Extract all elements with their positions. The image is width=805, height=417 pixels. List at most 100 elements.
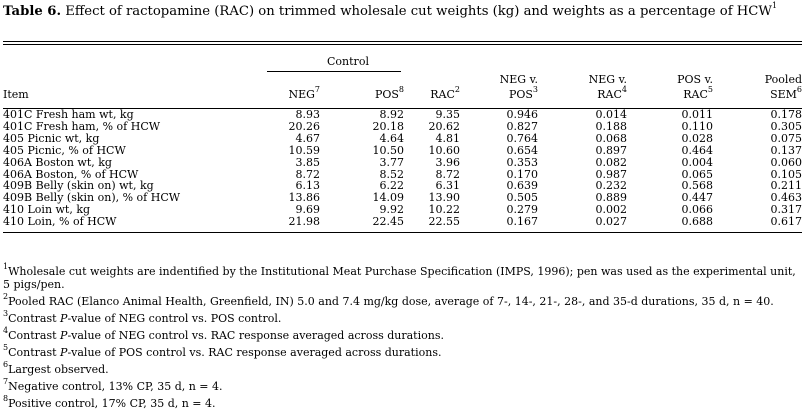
cell-pvr: 0.065 (681, 167, 714, 181)
table-row: 409B Belly (skin on), % of HCW 13.86 14.09… (3, 192, 802, 204)
cell-pvr: 0.568 (681, 179, 714, 193)
table-caption: Table 6. Effect of ractopamine (RAC) on … (3, 1, 801, 20)
cell-rac: 13.90 (428, 191, 461, 205)
cell-sem: 0.617 (770, 215, 803, 229)
cell-pos: 20.18 (372, 119, 405, 133)
cell-item: 410 Loin, % of HCW (3, 215, 117, 229)
cell-nvp: 0.167 (506, 215, 539, 229)
cell-pvr: 0.464 (681, 143, 714, 157)
data-table: Control NEG v. NEG v. POS v. Pooled Item… (3, 53, 802, 234)
cell-pvr: 0.028 (681, 131, 714, 145)
cell-nvp: 0.279 (506, 203, 539, 217)
cell-pos: 3.77 (379, 155, 405, 169)
col-neg-v-rac-line2: RAC4 (597, 84, 627, 101)
cell-neg: 8.93 (295, 108, 321, 121)
cell-pos: 22.45 (372, 215, 405, 229)
cell-neg: 13.86 (288, 191, 321, 205)
table-row: 406A Boston wt, kg 3.85 3.77 3.96 0.353 0.082… (3, 155, 803, 169)
cell-pos: 9.92 (379, 203, 405, 217)
cell-pos: 8.52 (379, 167, 405, 181)
bottom-rule (3, 232, 802, 234)
col-neg-v-rac-line1: NEG v. (588, 73, 627, 86)
cell-nvp: 0.353 (506, 155, 539, 169)
cell-pvr: 0.004 (681, 155, 714, 169)
col-neg: NEG7 (288, 84, 320, 101)
col-pooled-line1: Pooled (764, 73, 802, 86)
col-neg-v-pos-line2: POS3 (508, 84, 538, 101)
header-rule (3, 108, 802, 109)
cell-item: 409B Belly (skin on), % of HCW (3, 191, 181, 205)
table-body: 401C Fresh ham wt, kg 8.93 8.92 9.35 0.946 0.… (3, 109, 802, 228)
cell-pos: 8.92 (379, 108, 405, 121)
col-rac: RAC2 (430, 84, 460, 101)
top-rule-1 (3, 41, 802, 42)
caption-footnote-mark: 1 (771, 1, 778, 10)
col-pos-v-rac-line1: POS v. (677, 73, 713, 86)
footnote-1: 1Wholesale cut weights are indentified b… (3, 262, 796, 292)
cell-item: 409B Belly (skin on) wt, kg (3, 179, 154, 193)
cell-nvr: 0.014 (595, 108, 628, 121)
cell-sem: 0.317 (770, 203, 803, 217)
cell-pvr: 0.066 (681, 203, 714, 217)
cell-sem: 0.075 (770, 131, 803, 145)
cell-pos: 4.64 (379, 131, 405, 145)
footnote-4: 4Contrast P-value of NEG control vs. RAC… (3, 326, 444, 343)
footnote-2: 2Pooled RAC (Elanco Animal Health, Green… (3, 292, 774, 309)
col-neg-v-pos-line1: NEG v. (499, 73, 538, 86)
cell-rac: 6.31 (435, 179, 461, 193)
cell-nvp: 0.505 (506, 191, 539, 205)
control-group-rule (267, 70, 401, 72)
cell-nvr: 0.232 (595, 179, 628, 193)
cell-nvr: 0.027 (595, 215, 628, 229)
cell-neg: 3.85 (295, 155, 321, 169)
cell-pvr: 0.447 (681, 191, 714, 205)
footnotes: 1Wholesale cut weights are indentified b… (3, 262, 802, 414)
cell-rac: 4.81 (435, 131, 461, 145)
cell-sem: 0.137 (770, 143, 803, 157)
cell-nvr: 0.068 (595, 131, 628, 145)
cell-rac: 10.22 (428, 203, 461, 217)
cell-nvr: 0.002 (595, 203, 628, 217)
cell-nvr: 0.897 (595, 143, 628, 157)
cell-rac: 22.55 (428, 215, 461, 229)
cell-nvr: 0.188 (595, 119, 628, 133)
cell-item: 406A Boston, % of HCW (3, 167, 139, 181)
table-row: 405 Picnic wt, kg 4.67 4.64 4.81 0.764 0.068 0… (3, 131, 803, 145)
table-row: 405 Picnic, % of HCW 10.59 10.50 10.60 0.654… (3, 143, 803, 157)
cell-nvp: 0.654 (506, 143, 539, 157)
cell-nvp: 0.170 (506, 167, 539, 181)
footnote-8: 8Positive control, 17% CP, 35 d, n = 4. (3, 394, 216, 411)
cell-sem: 0.211 (770, 179, 803, 193)
cell-rac: 3.96 (435, 155, 461, 169)
cell-neg: 10.59 (288, 143, 321, 157)
table-row: 406A Boston, % of HCW 8.72 8.52 8.72 0.170 0.… (3, 167, 803, 181)
cell-pos: 10.50 (372, 143, 405, 157)
cell-nvp: 0.639 (506, 179, 539, 193)
cell-pvr: 0.011 (681, 108, 714, 121)
cell-pvr: 0.688 (681, 215, 714, 229)
cell-sem: 0.105 (770, 167, 803, 181)
col-pooled-line2: SEM6 (770, 84, 802, 101)
cell-rac: 8.72 (435, 167, 461, 181)
col-pos-v-rac-line2: RAC5 (683, 84, 713, 101)
cell-item: 401C Fresh ham wt, kg (3, 108, 134, 121)
table-row: 410 Loin wt, kg 9.69 9.92 10.22 0.279 0.002 0.… (3, 204, 802, 216)
table-row: 409B Belly (skin on) wt, kg 6.13 6.22 6.31 0… (3, 180, 802, 192)
cell-nvr: 0.987 (595, 167, 628, 181)
cell-pos: 14.09 (372, 191, 405, 205)
col-item: Item (3, 87, 29, 101)
cell-neg: 9.69 (295, 203, 321, 217)
cell-sem: 0.060 (770, 155, 803, 169)
caption-text: Effect of ractopamine (RAC) on trimmed w… (65, 4, 772, 19)
cell-neg: 20.26 (288, 119, 321, 133)
table-row: 410 Loin, % of HCW 21.98 22.45 22.55 0.167 0.… (3, 216, 802, 228)
cell-nvr: 0.082 (595, 155, 628, 169)
footnote-6: 6Largest observed. (3, 360, 109, 377)
cell-nvp: 0.946 (506, 108, 539, 121)
cell-rac: 20.62 (428, 119, 461, 133)
footnote-3: 3Contrast P-value of NEG control vs. POS… (3, 309, 282, 326)
footnote-5: 5Contrast P-value of POS control vs. RAC… (3, 343, 442, 360)
cell-rac: 9.35 (435, 108, 461, 121)
cell-item: 405 Picnic, % of HCW (3, 143, 126, 157)
table-row: 401C Fresh ham, % of HCW 20.26 20.18 20.62 0… (3, 121, 802, 133)
